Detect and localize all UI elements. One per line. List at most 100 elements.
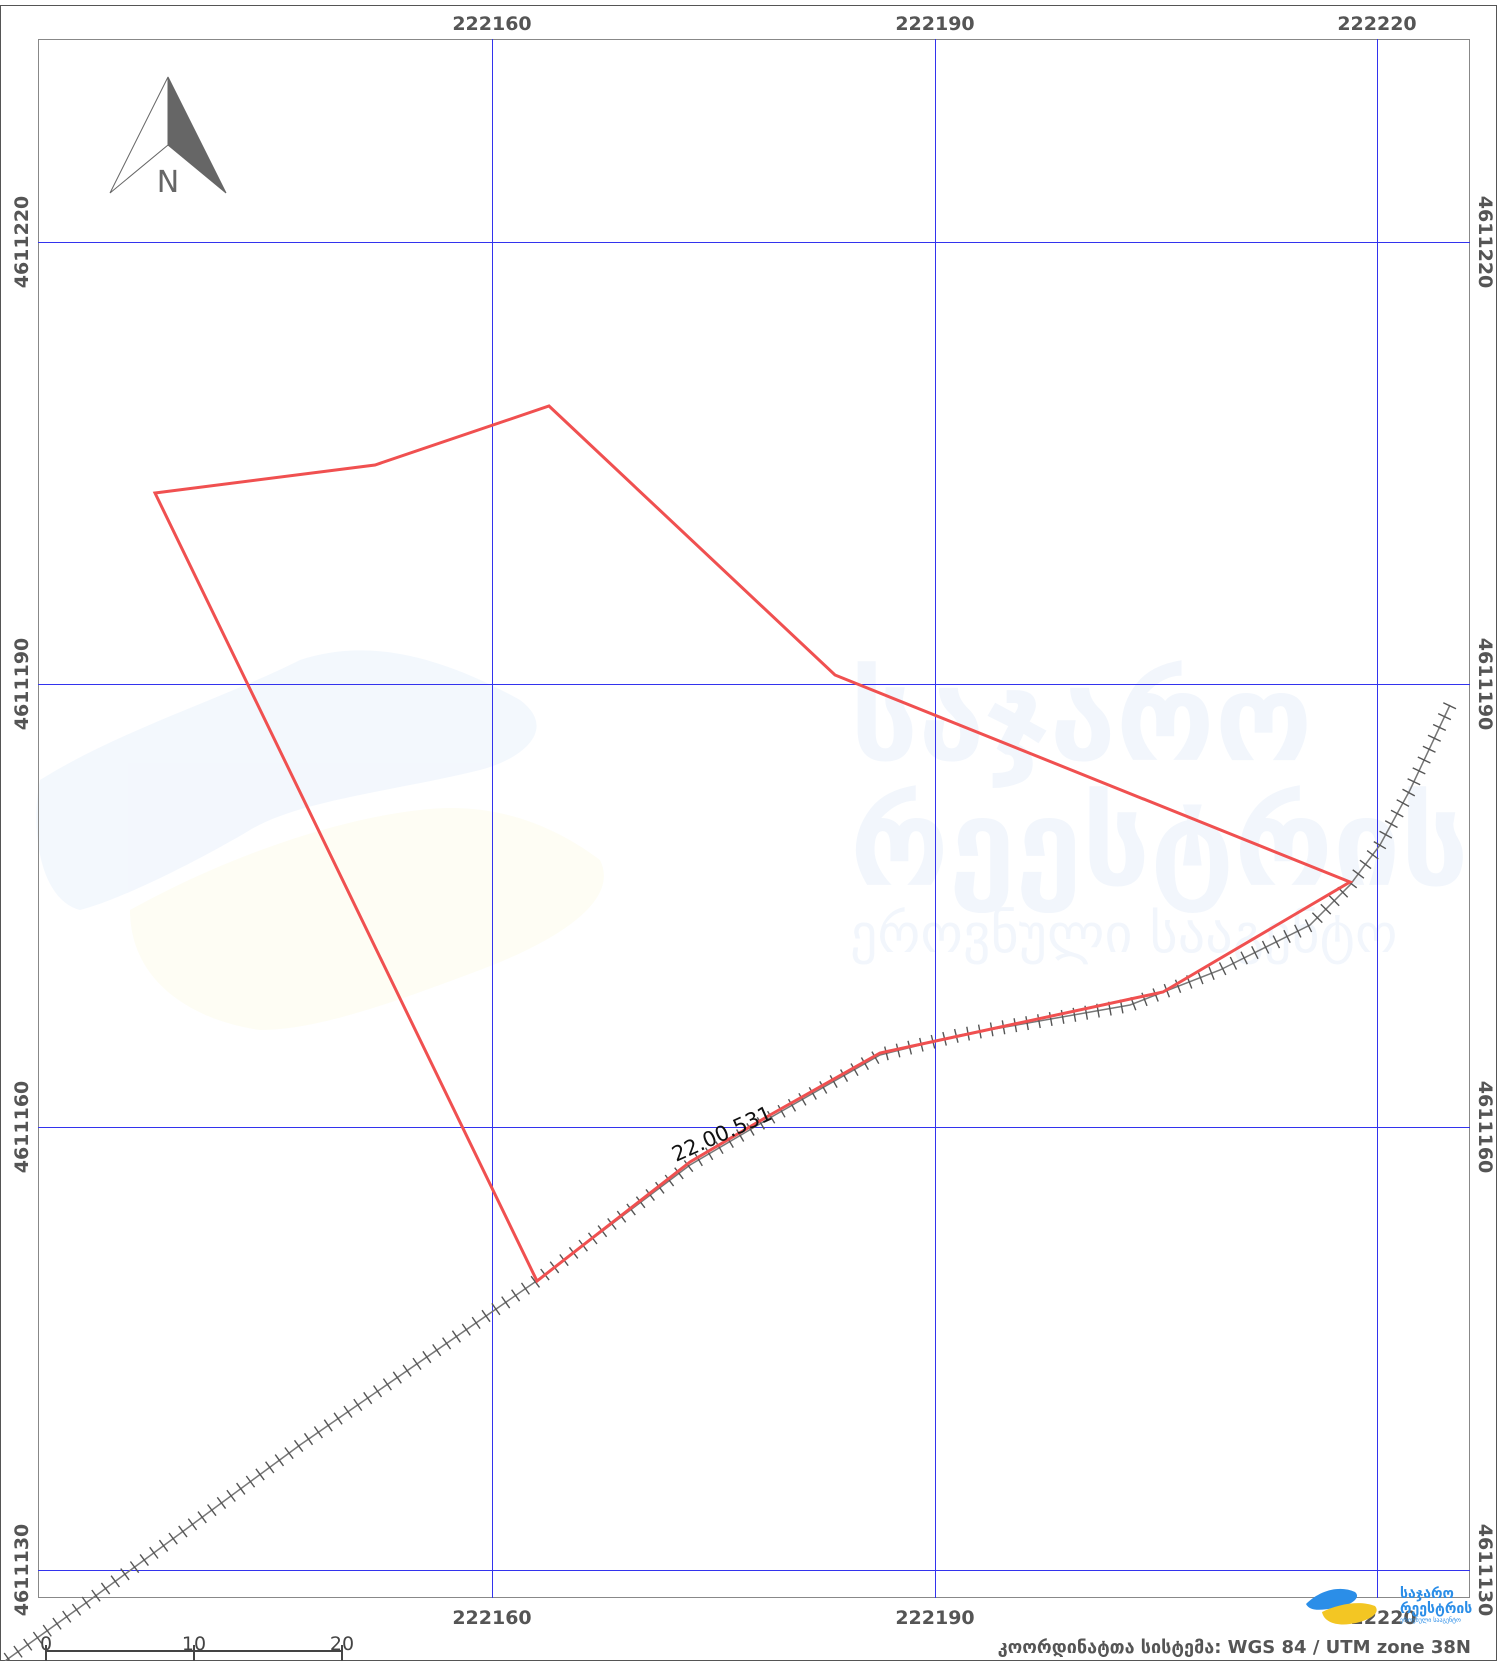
parcel-boundary[interactable] bbox=[152, 404, 1354, 1284]
railway-tie bbox=[71, 1603, 82, 1616]
railway-tie bbox=[432, 1344, 442, 1357]
railway-tie bbox=[392, 1371, 402, 1384]
northing-label-left-4611130: 4611130 bbox=[11, 1524, 33, 1617]
northing-label-right-4611190: 4611190 bbox=[1474, 638, 1496, 731]
watermark-line-2: რეესტრის bbox=[850, 775, 1469, 914]
railway-tie bbox=[353, 1398, 363, 1411]
railway-tie bbox=[52, 1617, 62, 1630]
railway-tie bbox=[511, 1289, 521, 1302]
railway-tie bbox=[715, 1141, 724, 1155]
railway-tie bbox=[694, 1153, 703, 1167]
railway-tie bbox=[373, 1385, 383, 1398]
railway-tie bbox=[120, 1568, 130, 1581]
railway-tie bbox=[683, 1160, 694, 1173]
railway-tie bbox=[226, 1489, 236, 1502]
railway-tie bbox=[871, 1051, 880, 1065]
railway-tie bbox=[829, 1075, 838, 1088]
easting-label-bottom-222160: 222160 bbox=[452, 1607, 531, 1629]
railway-tie bbox=[187, 1518, 198, 1531]
railway-tie bbox=[530, 1275, 541, 1288]
railway-tie bbox=[110, 1575, 120, 1588]
railway-tie bbox=[860, 1057, 870, 1071]
railway-tie bbox=[1174, 979, 1182, 994]
railway-tie bbox=[451, 1330, 461, 1343]
railway-tie bbox=[323, 1419, 333, 1432]
railway-tie bbox=[1328, 895, 1340, 907]
scale-tick-20: 20 bbox=[330, 1633, 354, 1655]
railway-tie bbox=[850, 1063, 859, 1077]
railway-tie bbox=[520, 1282, 530, 1295]
railway-tie bbox=[32, 1631, 43, 1644]
railway-tie bbox=[303, 1432, 314, 1446]
railway-tie bbox=[402, 1364, 412, 1377]
railway-tie bbox=[274, 1454, 285, 1467]
railway-tie bbox=[1396, 799, 1410, 808]
northing-label-right-4611130: 4611130 bbox=[1474, 1524, 1496, 1617]
railway-tie bbox=[91, 1589, 101, 1602]
railway-tie bbox=[100, 1582, 111, 1595]
railway-tie bbox=[1422, 745, 1436, 753]
northing-label-right-4611220: 4611220 bbox=[1474, 196, 1496, 289]
railway-tie bbox=[168, 1532, 178, 1545]
railway-tie bbox=[664, 1174, 675, 1187]
railway-tie bbox=[1443, 702, 1457, 710]
railway-tie bbox=[62, 1610, 72, 1623]
railway-tie bbox=[1432, 723, 1447, 732]
railway-tie bbox=[756, 1116, 766, 1130]
railway-tie bbox=[1197, 970, 1204, 985]
railway-tie bbox=[1304, 919, 1313, 933]
railway-tie bbox=[129, 1561, 140, 1574]
railway-tie bbox=[1208, 966, 1215, 981]
railway-tie bbox=[42, 1624, 52, 1637]
railway-tie bbox=[819, 1081, 828, 1094]
railway-tie bbox=[1417, 756, 1431, 764]
railway-tie bbox=[481, 1309, 491, 1323]
railway-tie bbox=[333, 1412, 343, 1425]
logo-line-3: ეროვნული სააგენტო bbox=[1400, 1617, 1461, 1624]
railway-tie bbox=[746, 1123, 755, 1136]
easting-label-top-222160: 222160 bbox=[452, 13, 531, 35]
railway-tie bbox=[1229, 956, 1238, 970]
railway-tie bbox=[798, 1092, 807, 1106]
easting-label-bottom-222190: 222190 bbox=[895, 1607, 974, 1629]
railway-tie bbox=[1373, 840, 1387, 850]
logo-line-1: საჯარო bbox=[1400, 1586, 1454, 1602]
railway-tie bbox=[501, 1296, 511, 1309]
railway-tie bbox=[1359, 859, 1372, 870]
railway-tie bbox=[735, 1129, 745, 1142]
railway-tie bbox=[1320, 903, 1332, 915]
map-frame bbox=[38, 39, 1470, 1598]
scale-tick-10: 10 bbox=[182, 1633, 206, 1655]
railway-tie bbox=[13, 1645, 23, 1658]
watermark: საჯარო რეესტრის ეროვნული სააგენტო bbox=[36, 650, 1469, 1030]
railway-tie bbox=[1390, 809, 1404, 818]
railway-tie bbox=[265, 1461, 275, 1474]
watermark-line-3: ეროვნული სააგენტო bbox=[850, 902, 1397, 965]
railway-tie bbox=[158, 1539, 169, 1552]
railway-tie bbox=[236, 1482, 246, 1495]
railway-tie bbox=[787, 1098, 797, 1112]
railway-tie bbox=[207, 1504, 217, 1517]
railway-tie bbox=[255, 1468, 265, 1481]
northing-label-left-4611190: 4611190 bbox=[11, 638, 33, 731]
railway-tie bbox=[343, 1405, 353, 1418]
railway-tie bbox=[704, 1147, 714, 1161]
railway-tie bbox=[839, 1069, 849, 1082]
railway-tie bbox=[1402, 788, 1416, 797]
railway-tie bbox=[23, 1638, 33, 1651]
railway-tie bbox=[1407, 778, 1421, 786]
parcel-label: 22.00.531 bbox=[668, 1101, 775, 1166]
railway-tie bbox=[139, 1553, 149, 1567]
railway-tie bbox=[645, 1188, 655, 1202]
logo-line-2: რეესტრის bbox=[1400, 1601, 1472, 1617]
railway-tie bbox=[197, 1511, 207, 1524]
scale-bar: 0 10 20 bbox=[40, 1633, 354, 1661]
railway-tie bbox=[1352, 869, 1365, 879]
railway-tie bbox=[382, 1378, 392, 1391]
railway-tie bbox=[1384, 820, 1398, 829]
scale-tick-0: 0 bbox=[40, 1633, 52, 1655]
railway-tie bbox=[245, 1475, 256, 1488]
northing-label-left-4611220: 4611220 bbox=[11, 196, 33, 289]
railway-tie bbox=[1261, 940, 1270, 954]
